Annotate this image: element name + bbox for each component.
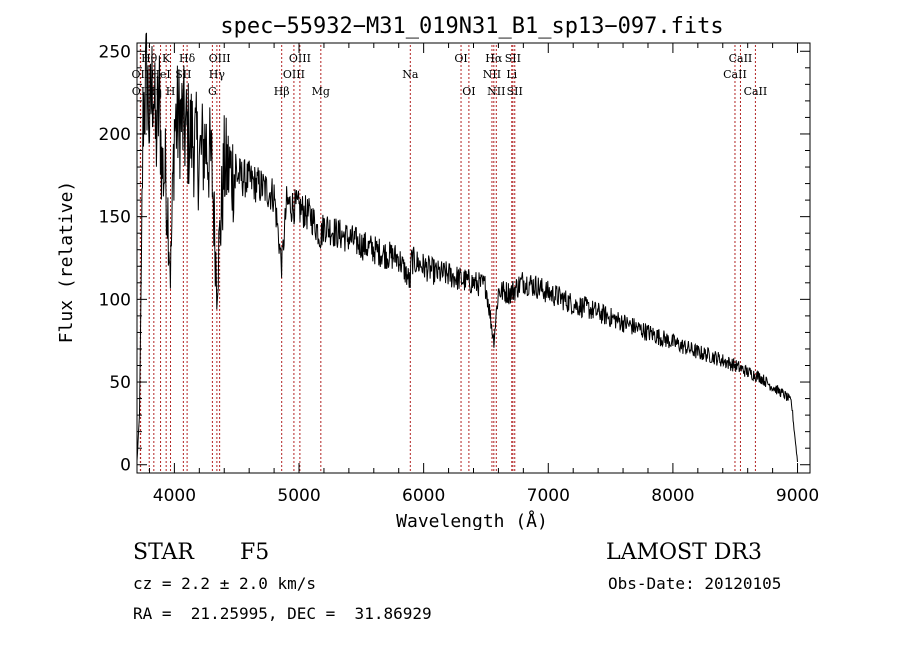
y-tick-label-3: 150 bbox=[99, 208, 131, 228]
line-label-17: OI bbox=[454, 52, 467, 65]
x-tick-label-2: 6000 bbox=[402, 486, 445, 506]
line-label-13: OIII bbox=[283, 68, 305, 81]
line-label-22: Li bbox=[506, 68, 517, 81]
line-label-23: SII bbox=[505, 52, 521, 65]
line-label-4: HeI bbox=[150, 68, 170, 81]
flux-series-line bbox=[136, 32, 798, 463]
y-tick-label-5: 250 bbox=[99, 42, 131, 62]
line-label-11: OIII bbox=[209, 52, 231, 65]
obs-date: Obs-Date: 20120105 bbox=[608, 574, 782, 593]
survey-name: LAMOST DR3 bbox=[606, 540, 762, 565]
line-label-0: OII bbox=[132, 68, 150, 81]
y-tick-label-4: 200 bbox=[99, 125, 131, 145]
emission-line-labels: OIIOIIHθHηHeIKHSIIHδGHγOIIIHβOIIIOIIIMgN… bbox=[132, 52, 768, 98]
line-label-18: OI bbox=[462, 85, 475, 98]
x-tick-label-4: 8000 bbox=[651, 486, 694, 506]
spectrum-chart: spec−55932−M31_019N31_B1_sp13−097.fits O… bbox=[56, 14, 819, 530]
object-class: STAR bbox=[133, 540, 194, 565]
y-axis-ticks: 0 50 100 150 200 250 bbox=[99, 42, 810, 476]
y-tick-label-2: 100 bbox=[99, 290, 131, 310]
x-tick-label-5: 9000 bbox=[776, 486, 819, 506]
y-tick-label-0: 0 bbox=[120, 456, 131, 476]
coordinates-readout: RA = 21.25995, DEC = 31.86929 bbox=[133, 604, 432, 623]
y-tick-label-1: 50 bbox=[109, 373, 131, 393]
line-label-5: K bbox=[162, 52, 171, 65]
x-axis-ticks: 4000 5000 6000 7000 8000 9000 bbox=[148, 43, 819, 506]
line-label-24: SII bbox=[507, 85, 523, 98]
line-label-9: G bbox=[208, 85, 217, 98]
y-axis-label: Flux (relative) bbox=[56, 181, 77, 344]
line-label-27: CaII bbox=[744, 85, 768, 98]
line-label-6: H bbox=[166, 85, 176, 98]
redshift-readout: cz = 2.2 ± 2.0 km/s bbox=[133, 574, 317, 593]
line-label-25: CaII bbox=[723, 68, 747, 81]
line-label-10: Hγ bbox=[209, 68, 226, 81]
line-label-8: Hδ bbox=[179, 52, 196, 65]
line-label-26: CaII bbox=[729, 52, 753, 65]
plot-frame bbox=[136, 42, 811, 474]
line-label-14: OIII bbox=[289, 52, 311, 65]
x-axis-label: Wavelength (Å) bbox=[396, 510, 548, 530]
x-tick-label-1: 5000 bbox=[277, 486, 320, 506]
x-tick-label-3: 7000 bbox=[527, 486, 570, 506]
line-label-12: Hβ bbox=[274, 85, 290, 98]
chart-title: spec−55932−M31_019N31_B1_sp13−097.fits bbox=[220, 14, 723, 39]
emission-line-markers bbox=[139, 45, 756, 473]
line-label-19: NII bbox=[483, 68, 501, 81]
line-label-20: Hα bbox=[485, 52, 503, 65]
x-tick-label-0: 4000 bbox=[153, 486, 196, 506]
line-label-15: Mg bbox=[312, 85, 330, 98]
line-label-21: NII bbox=[487, 85, 505, 98]
object-subclass: F5 bbox=[240, 540, 270, 565]
line-label-16: Na bbox=[402, 68, 419, 81]
